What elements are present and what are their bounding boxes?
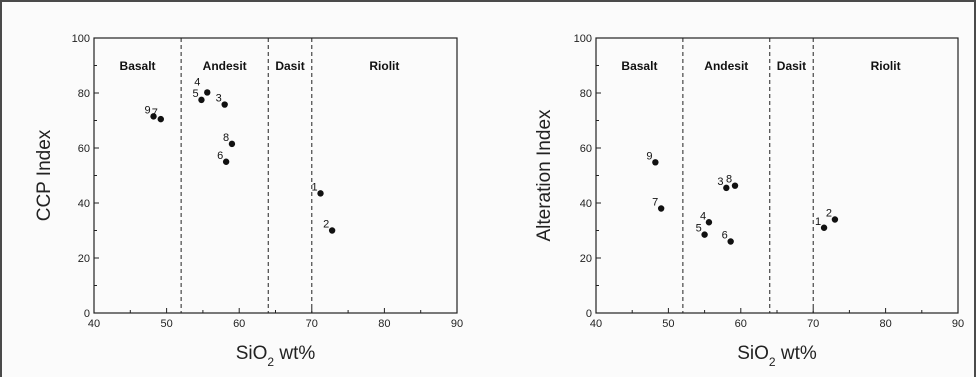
region-label-basalt: Basalt	[621, 59, 657, 73]
region-label-dasit: Dasit	[777, 59, 806, 73]
y-tick-label: 40	[580, 198, 592, 210]
data-point-label-4: 4	[700, 210, 706, 222]
x-tick-label: 60	[233, 318, 245, 330]
chart-panel-2: 40 50 60 70 80 90 0 20 40 60 80 100 Basalt Andesit Das…	[534, 33, 964, 369]
data-point-2	[831, 216, 839, 223]
data-point-label-3: 3	[717, 176, 723, 188]
x-axis-title: SiO2 wt%	[236, 343, 316, 369]
data-point-7	[657, 205, 665, 212]
x-tick-label: 80	[378, 318, 390, 330]
x-tick-label: 70	[807, 318, 819, 330]
data-point-label-1: 1	[312, 181, 318, 193]
y-tick-label: 100	[72, 33, 90, 45]
y-tick-label: 0	[586, 308, 592, 320]
data-point-label-4: 4	[194, 76, 200, 88]
y-tick-label: 60	[580, 143, 592, 155]
x-axis-title: SiO2 wt%	[737, 343, 817, 369]
y-tick-label: 20	[78, 253, 90, 265]
data-point-3	[723, 184, 730, 192]
plot-frame	[93, 37, 458, 314]
x-tick-label: 70	[306, 318, 318, 330]
data-point-label-5: 5	[696, 223, 702, 235]
x-tick-label: 40	[590, 318, 602, 330]
data-point-label-7: 7	[652, 197, 658, 209]
data-point-4	[204, 89, 211, 96]
data-point-8	[731, 182, 739, 189]
data-point-5	[701, 231, 708, 238]
data-point-label-6: 6	[217, 150, 223, 162]
data-point-6	[222, 158, 230, 165]
y-tick-label: 80	[78, 88, 90, 100]
data-point-label-9: 9	[145, 104, 151, 116]
y-tick-label: 40	[78, 198, 90, 210]
data-point-9	[652, 159, 659, 166]
y-tick-label: 100	[574, 33, 592, 45]
x-tick-label: 80	[879, 318, 891, 330]
data-point-7	[157, 115, 164, 123]
region-label-andesit: Andesit	[203, 59, 247, 73]
y-tick-label: 20	[580, 253, 592, 265]
data-point-4	[705, 219, 713, 226]
region-label-andesit: Andesit	[704, 59, 748, 73]
y-tick-label: 60	[78, 143, 90, 155]
data-point-1	[317, 190, 324, 197]
region-label-riolit: Riolit	[369, 59, 399, 73]
plot-frame	[595, 37, 959, 314]
y-tick-label: 0	[84, 308, 90, 320]
data-point-5	[198, 96, 205, 104]
region-label-dasit: Dasit	[275, 59, 304, 73]
region-label-basalt: Basalt	[120, 59, 156, 73]
x-tick-label: 50	[662, 318, 674, 330]
data-point-label-8: 8	[223, 132, 229, 144]
x-tick-label: 40	[88, 318, 100, 330]
data-point-8	[228, 140, 236, 148]
data-point-2	[328, 227, 336, 234]
data-point-1	[820, 224, 828, 231]
y-tick-label: 80	[580, 88, 592, 100]
chart-panel-1: 40 50 60 70 80 90 0 20 40 60 80 100 Basalt Andesit Das…	[34, 33, 463, 369]
data-point-label-9: 9	[646, 150, 652, 162]
y-axis-title: CCP Index	[34, 129, 55, 221]
region-label-riolit: Riolit	[871, 59, 901, 73]
x-tick-label: 90	[952, 318, 964, 330]
data-point-label-7: 7	[152, 107, 158, 119]
data-point-label-8: 8	[726, 174, 732, 186]
data-point-9	[150, 113, 157, 120]
x-tick-label: 90	[451, 318, 463, 330]
x-tick-label: 50	[160, 318, 172, 330]
data-point-label-2: 2	[826, 208, 832, 220]
data-point-label-5: 5	[192, 88, 198, 100]
data-point-label-1: 1	[815, 216, 821, 228]
data-point-3	[221, 101, 228, 108]
data-point-label-2: 2	[323, 219, 329, 231]
data-point-label-6: 6	[722, 230, 728, 242]
data-point-6	[727, 238, 734, 245]
x-tick-label: 60	[735, 318, 747, 330]
y-axis-title: Alteration Index	[534, 109, 555, 242]
data-point-label-3: 3	[216, 93, 222, 105]
